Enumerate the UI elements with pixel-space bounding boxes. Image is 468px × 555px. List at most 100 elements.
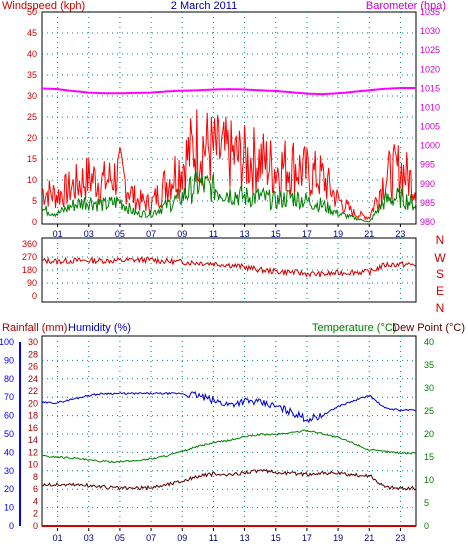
temperature-label: Temperature (°C) — [312, 322, 396, 334]
rainfall-label: Rainfall (mm) — [2, 322, 67, 334]
humidity-tick-label: 30 — [28, 337, 38, 347]
wind-grid — [42, 12, 416, 222]
chart-title: 2 March 2011 — [171, 0, 237, 12]
compass-letter: W — [434, 251, 446, 265]
humidity-tick-label: 6 — [33, 484, 38, 494]
direction-series — [41, 256, 417, 278]
humidity-tick-label: 10 — [28, 460, 38, 470]
rainfall-tick-label: 30 — [4, 466, 14, 476]
temperature-tick-label: 15 — [424, 452, 434, 462]
wind-x-axis: 01 03 05 07 09 11 13 15 17 19 21 23 — [53, 224, 405, 239]
x-tick-label: 05 — [115, 229, 125, 239]
barometer-right-axis: 1035 1030 1025 1020 1015 1010 1005 1000 995 990 98… — [420, 7, 440, 227]
barometer-tick-label: 1020 — [420, 64, 440, 74]
windspeed-tick-label: 15 — [27, 154, 37, 164]
x-tick-label: 13 — [240, 229, 250, 239]
temperature-tick-label: 10 — [424, 475, 434, 485]
temperature-tick-label: 25 — [424, 406, 434, 416]
rainfall-tick-label: 90 — [4, 355, 14, 365]
temperature-tick-label: 40 — [424, 337, 434, 347]
humidity-tick-label: 16 — [28, 423, 38, 433]
rainfall-tick-label: 10 — [4, 503, 14, 513]
x-tick-label: 23 — [395, 229, 405, 239]
temperature-axis: 40 35 30 25 20 15 10 5 0 — [424, 337, 434, 531]
windspeed-tick-label: 25 — [27, 112, 37, 122]
humidity-tick-label: 26 — [28, 362, 38, 372]
x-tick-label: 07 — [146, 229, 156, 239]
barometer-tick-label: 980 — [420, 217, 435, 227]
x-tick-label: 17 — [302, 533, 312, 543]
direction-tick-label: 0 — [32, 291, 37, 301]
x-tick-label: 03 — [84, 533, 94, 543]
x-tick-label: 13 — [240, 533, 250, 543]
x-tick-label: 21 — [364, 533, 374, 543]
temperature-tick-label: 20 — [424, 429, 434, 439]
barometer-line — [41, 87, 416, 96]
temperature-tick-label: 30 — [424, 383, 434, 393]
humidity-tick-label: 14 — [28, 435, 38, 445]
humidity-tick-label: 12 — [28, 447, 38, 457]
x-tick-label: 07 — [146, 533, 156, 543]
windspeed-label: Windspeed (kph) — [2, 0, 85, 12]
x-tick-label: 19 — [333, 533, 343, 543]
windspeed-tick-label: 45 — [27, 28, 37, 38]
x-tick-label: 09 — [177, 229, 187, 239]
x-tick-label: 15 — [271, 229, 281, 239]
rainfall-tick-label: 50 — [4, 429, 14, 439]
direction-tick-label: 90 — [27, 278, 37, 288]
humidity-line — [41, 391, 417, 424]
barometer-tick-label: 990 — [420, 179, 435, 189]
compass-letter: N — [436, 301, 445, 315]
dewpoint-label: Dew Point (°C) — [392, 322, 465, 334]
windspeed-tick-label: 20 — [27, 133, 37, 143]
barometer-tick-label: 1025 — [420, 45, 440, 55]
compass-letter: S — [436, 267, 444, 281]
windspeed-tick-label: 0 — [32, 217, 37, 227]
windspeed-tick-label: 10 — [27, 175, 37, 185]
dewpoint-line — [41, 468, 417, 491]
temperature-tick-label: 5 — [424, 498, 429, 508]
rainfall-tick-label: 40 — [4, 447, 14, 457]
wind-plot-area — [41, 11, 417, 225]
windspeed-tick-label: 40 — [27, 49, 37, 59]
humidity-tick-label: 18 — [28, 411, 38, 421]
temperature-tick-label: 0 — [424, 521, 429, 531]
barometer-label: Barometer (hpa) — [366, 0, 446, 12]
direction-left-axis: 360 270 180 90 0 — [22, 239, 37, 301]
humidity-tick-label: 22 — [28, 386, 38, 396]
rainfall-tick-label: 60 — [4, 411, 14, 421]
rainfall-tick-label: 0 — [9, 521, 14, 531]
humidity-tick-label: 4 — [33, 496, 38, 506]
humidity-tick-label: 2 — [33, 509, 38, 519]
compass-letter: N — [436, 233, 445, 247]
windspeed-tick-label: 35 — [27, 70, 37, 80]
direction-tick-label: 360 — [22, 239, 37, 249]
temperature-tick-label: 35 — [424, 360, 434, 370]
rainfall-tick-label: 80 — [4, 374, 14, 384]
compass-letter: E — [436, 284, 444, 298]
x-tick-label: 09 — [177, 533, 187, 543]
barometer-tick-label: 1030 — [420, 26, 440, 36]
x-tick-label: 21 — [364, 229, 374, 239]
humidity-temp-series — [41, 391, 417, 527]
windspeed-tick-label: 50 — [27, 7, 37, 17]
windspeed-average-line — [41, 170, 417, 223]
x-tick-label: 05 — [115, 533, 125, 543]
barometer-tick-label: 1000 — [420, 141, 440, 151]
windspeed-tick-label: 5 — [32, 196, 37, 206]
direction-grid — [42, 238, 416, 302]
x-tick-label: 19 — [333, 229, 343, 239]
wind-series — [41, 87, 417, 223]
rainfall-tick-label: 70 — [4, 392, 14, 402]
x-tick-label: 11 — [209, 229, 218, 239]
windspeed-gust-line — [41, 109, 417, 221]
direction-tick-label: 180 — [22, 265, 37, 275]
